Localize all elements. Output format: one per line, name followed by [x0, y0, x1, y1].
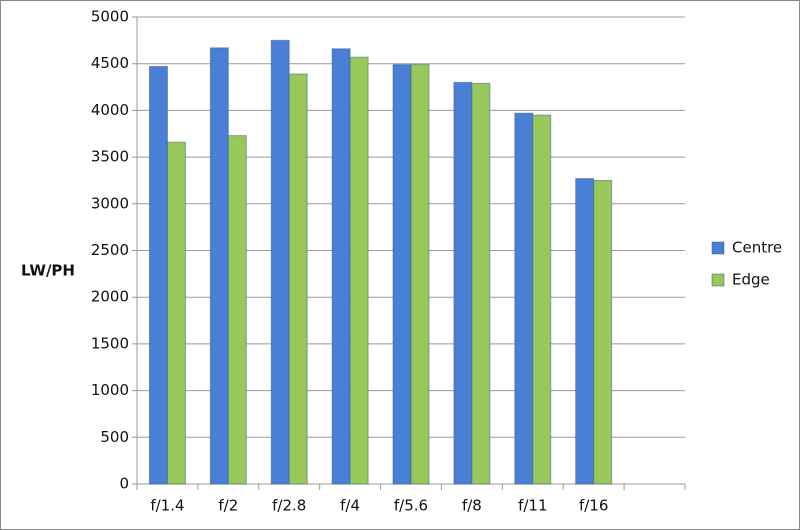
- x-tick-label: f/2.8: [272, 497, 306, 515]
- x-tick-label: f/16: [579, 497, 608, 515]
- bar: [514, 112, 534, 485]
- y-tick-label: 3500: [91, 148, 129, 166]
- bar: [471, 82, 491, 485]
- bar: [166, 141, 186, 485]
- x-tick-label: f/8: [462, 497, 482, 515]
- bar: [331, 48, 351, 485]
- bar: [532, 114, 552, 485]
- bar: [410, 64, 430, 485]
- y-tick-label: 3000: [91, 194, 129, 212]
- x-tick-label: f/2: [218, 497, 238, 515]
- bar: [227, 135, 247, 485]
- legend-swatch: [711, 241, 725, 255]
- bar: [453, 81, 473, 485]
- legend-label: Centre: [732, 239, 782, 257]
- y-tick-label: 4500: [91, 54, 129, 72]
- y-tick-label: 4000: [91, 101, 129, 119]
- y-tick-label: 5000: [91, 8, 129, 26]
- y-tick-label: 1000: [91, 381, 129, 399]
- x-tick-label: f/4: [340, 497, 360, 515]
- y-axis-label: LW/PH: [21, 262, 75, 280]
- bar: [148, 66, 168, 485]
- bar: [209, 47, 229, 485]
- bar: [392, 64, 412, 485]
- y-tick-label: 1500: [91, 334, 129, 352]
- bar: [575, 178, 595, 485]
- legend-swatch: [711, 273, 725, 287]
- bar: [288, 73, 308, 485]
- y-tick-label: 2000: [91, 288, 129, 306]
- y-tick-label: 2500: [91, 241, 129, 259]
- y-tick-label: 500: [100, 428, 129, 446]
- x-tick-label: f/1.4: [150, 497, 184, 515]
- bar: [349, 56, 369, 485]
- bar: [270, 39, 290, 485]
- legend-label: Edge: [732, 271, 770, 289]
- y-tick-label: 0: [119, 475, 129, 493]
- bar: [593, 179, 613, 485]
- x-tick-label: f/11: [518, 497, 547, 515]
- x-tick-label: f/5.6: [394, 497, 428, 515]
